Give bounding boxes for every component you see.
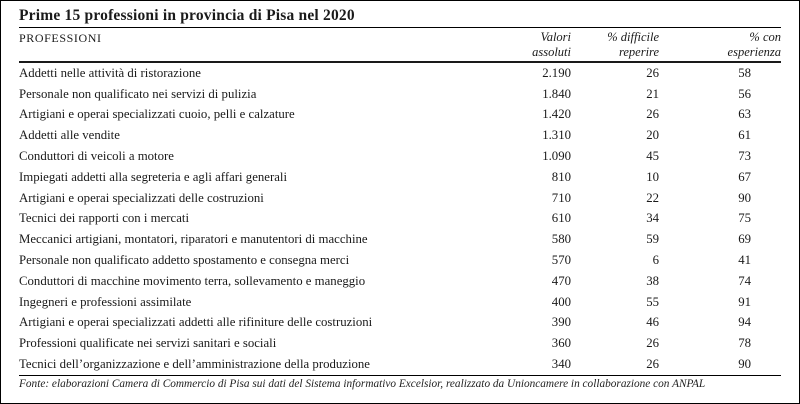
valori-assoluti-cell: 570 (551, 253, 571, 268)
profession-cell: Addetti nelle attività di ristorazione (19, 65, 201, 80)
difficile-reperire-cell: 20 (646, 128, 659, 143)
column-header-difficile-line1: % difficile (607, 30, 659, 44)
profession-cell: Meccanici artigiani, montatori, riparato… (19, 232, 368, 247)
table-row: Artigiani e operai specializzati cuoio, … (19, 105, 781, 126)
valori-assoluti-cell: 710 (551, 190, 571, 205)
profession-cell: Tecnici dei rapporti con i mercati (19, 211, 190, 226)
table-row: Conduttori di macchine movimento terra, … (19, 271, 781, 292)
table-row: Tecnici dell’organizzazione e dell’ammin… (19, 354, 781, 375)
profession-cell: Personale non qualificato nei servizi di… (19, 86, 257, 101)
page-title: Prime 15 professioni in provincia di Pis… (19, 7, 781, 28)
con-esperienza-cell: 90 (738, 190, 751, 205)
table-row: Ingegneri e professioni assimilate 400 5… (19, 292, 781, 313)
difficile-reperire-cell: 10 (646, 169, 659, 184)
difficile-reperire-cell: 21 (646, 86, 659, 101)
column-header-difficile-line2: reperire (618, 45, 659, 59)
con-esperienza-cell: 69 (738, 232, 751, 247)
table-row: Artigiani e operai specializzati addetti… (19, 313, 781, 334)
profession-cell: Conduttori di macchine movimento terra, … (19, 273, 366, 288)
con-esperienza-cell: 67 (738, 169, 751, 184)
difficile-reperire-cell: 34 (646, 211, 659, 226)
profession-cell: Professioni qualificate nei servizi sani… (19, 336, 277, 351)
table-row: Impiegati addetti alla segreteria e agli… (19, 167, 781, 188)
table-row: Addetti nelle attività di ristorazione 2… (19, 63, 781, 84)
difficile-reperire-cell: 26 (646, 336, 659, 351)
profession-cell: Ingegneri e professioni assimilate (19, 294, 192, 309)
source-note: Fonte: elaborazioni Camera di Commercio … (19, 374, 781, 391)
column-header-valori-assoluti: Valori assoluti (483, 30, 571, 60)
difficile-reperire-cell: 59 (646, 232, 659, 247)
table-header-row: PROFESSIONI Valori assoluti % difficile … (19, 28, 781, 63)
column-header-professioni: PROFESSIONI (19, 31, 102, 45)
table-row: Personale non qualificato addetto sposta… (19, 250, 781, 271)
valori-assoluti-cell: 1.420 (542, 107, 571, 122)
profession-cell: Impiegati addetti alla segreteria e agli… (19, 169, 288, 184)
valori-assoluti-cell: 1.310 (542, 128, 571, 143)
con-esperienza-cell: 74 (738, 273, 751, 288)
valori-assoluti-cell: 1.840 (542, 86, 571, 101)
valori-assoluti-cell: 470 (551, 273, 571, 288)
profession-cell: Tecnici dell’organizzazione e dell’ammin… (19, 357, 370, 372)
difficile-reperire-cell: 26 (646, 107, 659, 122)
profession-cell: Addetti alle vendite (19, 128, 120, 143)
con-esperienza-cell: 78 (738, 336, 751, 351)
table-row: Professioni qualificate nei servizi sani… (19, 333, 781, 354)
con-esperienza-cell: 61 (738, 128, 751, 143)
con-esperienza-cell: 75 (738, 211, 751, 226)
con-esperienza-cell: 41 (738, 253, 751, 268)
column-header-valori-line2: assoluti (532, 45, 571, 59)
valori-assoluti-cell: 340 (551, 357, 571, 372)
table-row: Addetti alle vendite 1.310 20 61 (19, 125, 781, 146)
column-header-valori-line1: Valori (540, 30, 571, 44)
difficile-reperire-cell: 38 (646, 273, 659, 288)
valori-assoluti-cell: 610 (551, 211, 571, 226)
con-esperienza-cell: 91 (738, 294, 751, 309)
difficile-reperire-cell: 22 (646, 190, 659, 205)
con-esperienza-cell: 58 (738, 65, 751, 80)
valori-assoluti-cell: 390 (551, 315, 571, 330)
difficile-reperire-cell: 46 (646, 315, 659, 330)
valori-assoluti-cell: 580 (551, 232, 571, 247)
column-header-difficile-reperire: % difficile reperire (571, 30, 659, 60)
profession-cell: Conduttori di veicoli a motore (19, 149, 174, 164)
valori-assoluti-cell: 1.090 (542, 149, 571, 164)
profession-cell: Artigiani e operai specializzati delle c… (19, 190, 264, 205)
profession-cell: Personale non qualificato addetto sposta… (19, 253, 350, 268)
column-header-con-esperienza: % con esperienza (659, 30, 781, 60)
valori-assoluti-cell: 810 (551, 169, 571, 184)
difficile-reperire-cell: 55 (646, 294, 659, 309)
difficile-reperire-cell: 26 (646, 65, 659, 80)
valori-assoluti-cell: 2.190 (542, 65, 571, 80)
difficile-reperire-cell: 6 (652, 253, 659, 268)
valori-assoluti-cell: 400 (551, 294, 571, 309)
table-row: Conduttori di veicoli a motore 1.090 45 … (19, 146, 781, 167)
column-header-esperienza-line2: esperienza (727, 45, 781, 59)
con-esperienza-cell: 94 (738, 315, 751, 330)
profession-cell: Artigiani e operai specializzati addetti… (19, 315, 373, 330)
column-header-esperienza-line1: % con (749, 30, 781, 44)
profession-cell: Artigiani e operai specializzati cuoio, … (19, 107, 295, 122)
table-row: Personale non qualificato nei servizi di… (19, 84, 781, 105)
con-esperienza-cell: 63 (738, 107, 751, 122)
difficile-reperire-cell: 26 (646, 357, 659, 372)
table-row: Tecnici dei rapporti con i mercati 610 3… (19, 209, 781, 230)
con-esperienza-cell: 73 (738, 149, 751, 164)
table-row: Meccanici artigiani, montatori, riparato… (19, 229, 781, 250)
con-esperienza-cell: 90 (738, 357, 751, 372)
con-esperienza-cell: 56 (738, 86, 751, 101)
difficile-reperire-cell: 45 (646, 149, 659, 164)
table-body: Addetti nelle attività di ristorazione 2… (19, 63, 781, 375)
table-row: Artigiani e operai specializzati delle c… (19, 188, 781, 209)
valori-assoluti-cell: 360 (551, 336, 571, 351)
